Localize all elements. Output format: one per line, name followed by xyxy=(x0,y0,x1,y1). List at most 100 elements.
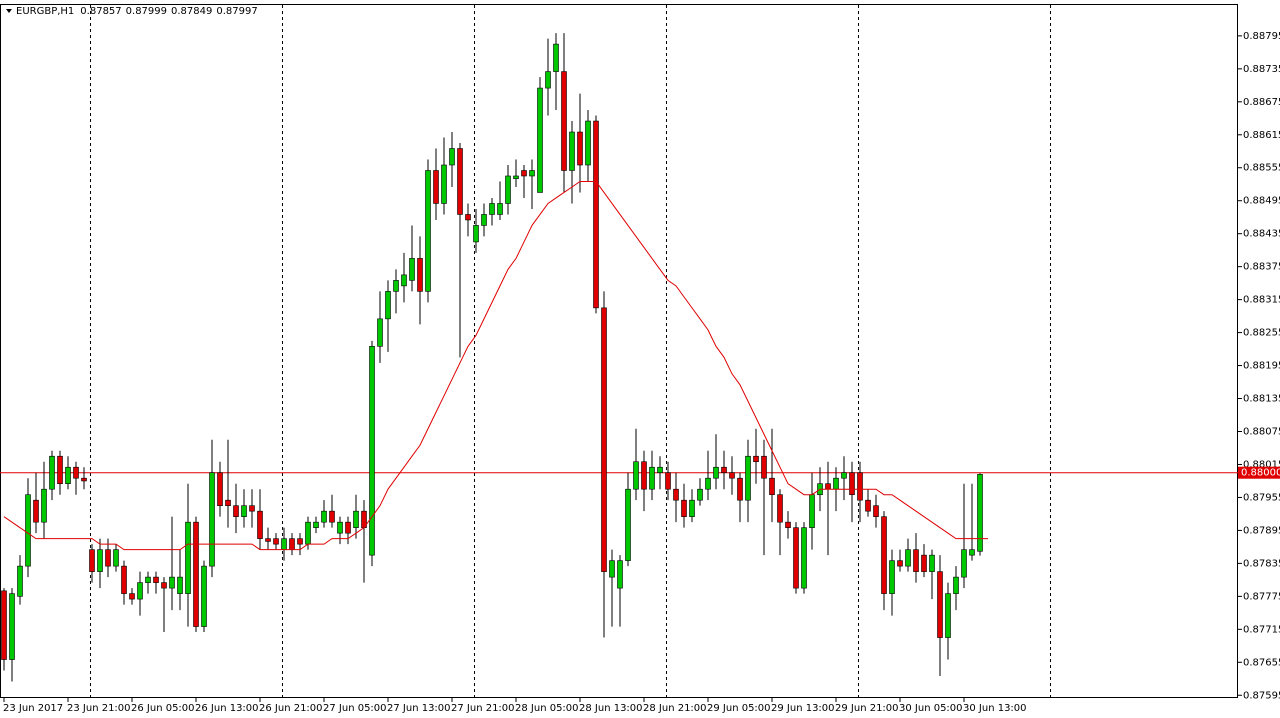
candle-body xyxy=(625,488,631,561)
y-tick-label: 0.88255 xyxy=(1243,328,1280,339)
candle-body xyxy=(385,291,391,320)
candle-body xyxy=(561,71,567,171)
candle-body xyxy=(913,549,919,572)
candle-body xyxy=(401,274,407,287)
candle-body xyxy=(929,554,935,572)
candle-body xyxy=(377,318,383,347)
candle-body xyxy=(633,461,639,490)
candle-body xyxy=(577,131,583,166)
candle-body xyxy=(657,466,663,474)
candle-body xyxy=(49,455,55,490)
candle-body xyxy=(857,472,863,501)
candle-body xyxy=(137,582,143,600)
candle-body xyxy=(977,474,983,552)
candle-body xyxy=(569,131,575,171)
candle-body xyxy=(953,576,959,594)
y-tick-label: 0.87835 xyxy=(1243,558,1280,569)
candle-body xyxy=(121,565,127,594)
candle-body xyxy=(945,593,951,638)
candle-body xyxy=(425,170,431,292)
candle-body xyxy=(161,582,167,589)
y-tick-label: 0.87715 xyxy=(1243,624,1280,635)
candle-body xyxy=(841,472,847,479)
candle-body xyxy=(697,488,703,501)
candle-body xyxy=(497,203,503,215)
candle-body xyxy=(193,521,199,627)
candle-body xyxy=(201,565,207,627)
candle-body xyxy=(873,505,879,517)
x-tick-label: 29 Jun 05:00 xyxy=(707,703,771,714)
candle-body xyxy=(553,43,559,72)
x-tick-label: 23 Jun 21:00 xyxy=(67,703,131,714)
candle-body xyxy=(241,505,247,517)
x-tick-label: 27 Jun 13:00 xyxy=(387,703,451,714)
x-tick-label: 30 Jun 13:00 xyxy=(963,703,1027,714)
candle-body xyxy=(145,576,151,583)
y-tick-label: 0.88795 xyxy=(1243,31,1280,42)
header-close: 0.87997 xyxy=(216,6,257,17)
y-tick-label: 0.88555 xyxy=(1243,163,1280,174)
y-tick-label: 0.87895 xyxy=(1243,525,1280,536)
candle-body xyxy=(689,499,695,517)
candle-body xyxy=(9,593,15,660)
candle-body xyxy=(225,499,231,506)
candle-body xyxy=(761,455,767,479)
candle-body xyxy=(65,466,71,485)
candle-body xyxy=(961,549,967,578)
candle-body xyxy=(105,549,111,567)
y-tick-label: 0.87775 xyxy=(1243,591,1280,602)
candle-body xyxy=(617,560,623,589)
candle-body xyxy=(593,120,599,309)
candle-body xyxy=(393,280,399,292)
candle-body xyxy=(785,521,791,528)
header: EURGBP,H1 0.87857 0.87999 0.87849 0.87997 xyxy=(16,6,258,17)
candle-body xyxy=(705,477,711,490)
candle-body xyxy=(601,307,607,572)
y-tick-label: 0.88735 xyxy=(1243,64,1280,75)
candle-body xyxy=(297,538,303,545)
candle-body xyxy=(345,521,351,534)
candle-body xyxy=(233,505,239,517)
candle-body xyxy=(769,477,775,495)
candle-body xyxy=(289,538,295,550)
candle-body xyxy=(537,87,543,193)
candle-body xyxy=(585,120,591,166)
candle-body xyxy=(73,466,79,479)
candle-body xyxy=(753,455,759,463)
candle-body xyxy=(921,554,927,572)
candle-body xyxy=(809,494,815,528)
y-tick-label: 0.88435 xyxy=(1243,229,1280,240)
header-low: 0.87849 xyxy=(171,6,212,17)
x-tick-label: 26 Jun 05:00 xyxy=(131,703,195,714)
x-tick-label: 27 Jun 21:00 xyxy=(451,703,515,714)
candle-body xyxy=(329,510,335,523)
candle-body xyxy=(889,560,895,594)
candle-body xyxy=(865,499,871,512)
header-open: 0.87857 xyxy=(80,6,121,17)
candle-body xyxy=(217,472,223,506)
candle-body xyxy=(489,203,495,215)
candle-body xyxy=(721,466,727,474)
x-tick-label: 29 Jun 13:00 xyxy=(771,703,835,714)
y-tick-label: 0.87595 xyxy=(1243,690,1280,701)
candle-body xyxy=(777,494,783,523)
y-tick-label: 0.88495 xyxy=(1243,196,1280,207)
candle-body xyxy=(681,499,687,517)
x-tick-label: 30 Jun 05:00 xyxy=(899,703,963,714)
candle-body xyxy=(25,494,31,567)
y-tick-label: 0.88135 xyxy=(1243,394,1280,405)
candle-body xyxy=(129,593,135,600)
candle-body xyxy=(249,505,255,512)
candle-body xyxy=(641,461,647,490)
candle-body xyxy=(737,477,743,501)
candle-body xyxy=(265,538,271,542)
candle-body xyxy=(33,499,39,523)
x-tick-label: 27 Jun 05:00 xyxy=(323,703,387,714)
candle-body xyxy=(313,521,319,528)
candle-body xyxy=(937,571,943,638)
candle-body xyxy=(113,549,119,567)
candle-body xyxy=(1,590,7,660)
candle-body xyxy=(185,521,191,594)
candle-body xyxy=(257,510,263,539)
